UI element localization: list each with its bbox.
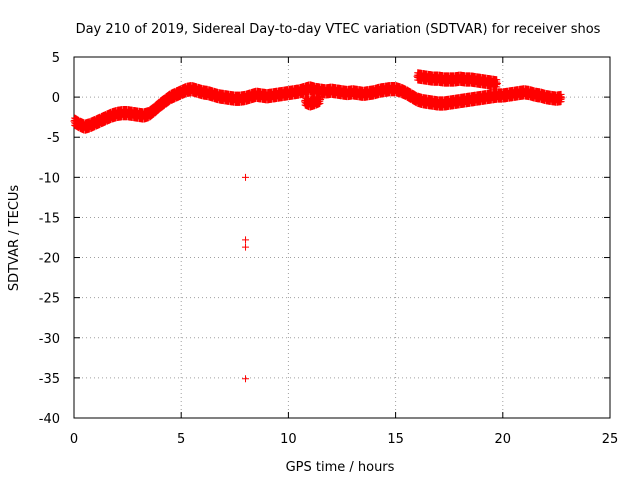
trace-marker xyxy=(557,90,565,98)
series-upper-branch xyxy=(413,69,501,91)
x-tick-label: 10 xyxy=(280,432,297,447)
x-axis-label: GPS time / hours xyxy=(286,460,395,475)
y-axis-label: SDTVAR / TECUs xyxy=(7,185,22,292)
y-tick-label: -35 xyxy=(39,372,60,387)
y-tick-label: -25 xyxy=(39,292,60,307)
y-tick-label: -20 xyxy=(39,252,60,267)
outlier-point xyxy=(242,236,250,244)
y-tick-label: -5 xyxy=(47,131,60,146)
outlier-point xyxy=(242,243,250,251)
data-points xyxy=(70,69,566,383)
grid xyxy=(74,57,610,418)
outlier-point xyxy=(242,375,250,383)
y-tick-label: -10 xyxy=(39,171,60,186)
series-outliers xyxy=(242,173,250,383)
x-tick-label: 25 xyxy=(602,432,619,447)
series-dip-segment xyxy=(300,92,325,111)
y-tick-label: -30 xyxy=(39,332,60,347)
y-tick-label: -15 xyxy=(39,211,60,226)
x-tick-label: 0 xyxy=(70,432,78,447)
trace-marker xyxy=(493,76,501,84)
series-main-trace xyxy=(70,81,566,134)
x-tick-label: 20 xyxy=(495,432,512,447)
y-tick-label: 0 xyxy=(52,91,60,106)
x-tick-label: 5 xyxy=(177,432,185,447)
x-tick-label: 15 xyxy=(387,432,404,447)
y-tick-label: -40 xyxy=(39,412,60,427)
chart-title: Day 210 of 2019, Sidereal Day-to-day VTE… xyxy=(76,22,601,37)
axis-ticks: 0 5 10 15 20 25 5 0 -5 -10 -15 -20 -25 -30 -35 -40 xyxy=(39,51,619,447)
outlier-point xyxy=(242,173,250,181)
trace-marker xyxy=(316,92,324,100)
plot-frame xyxy=(73,56,611,419)
y-tick-label: 5 xyxy=(52,51,60,66)
